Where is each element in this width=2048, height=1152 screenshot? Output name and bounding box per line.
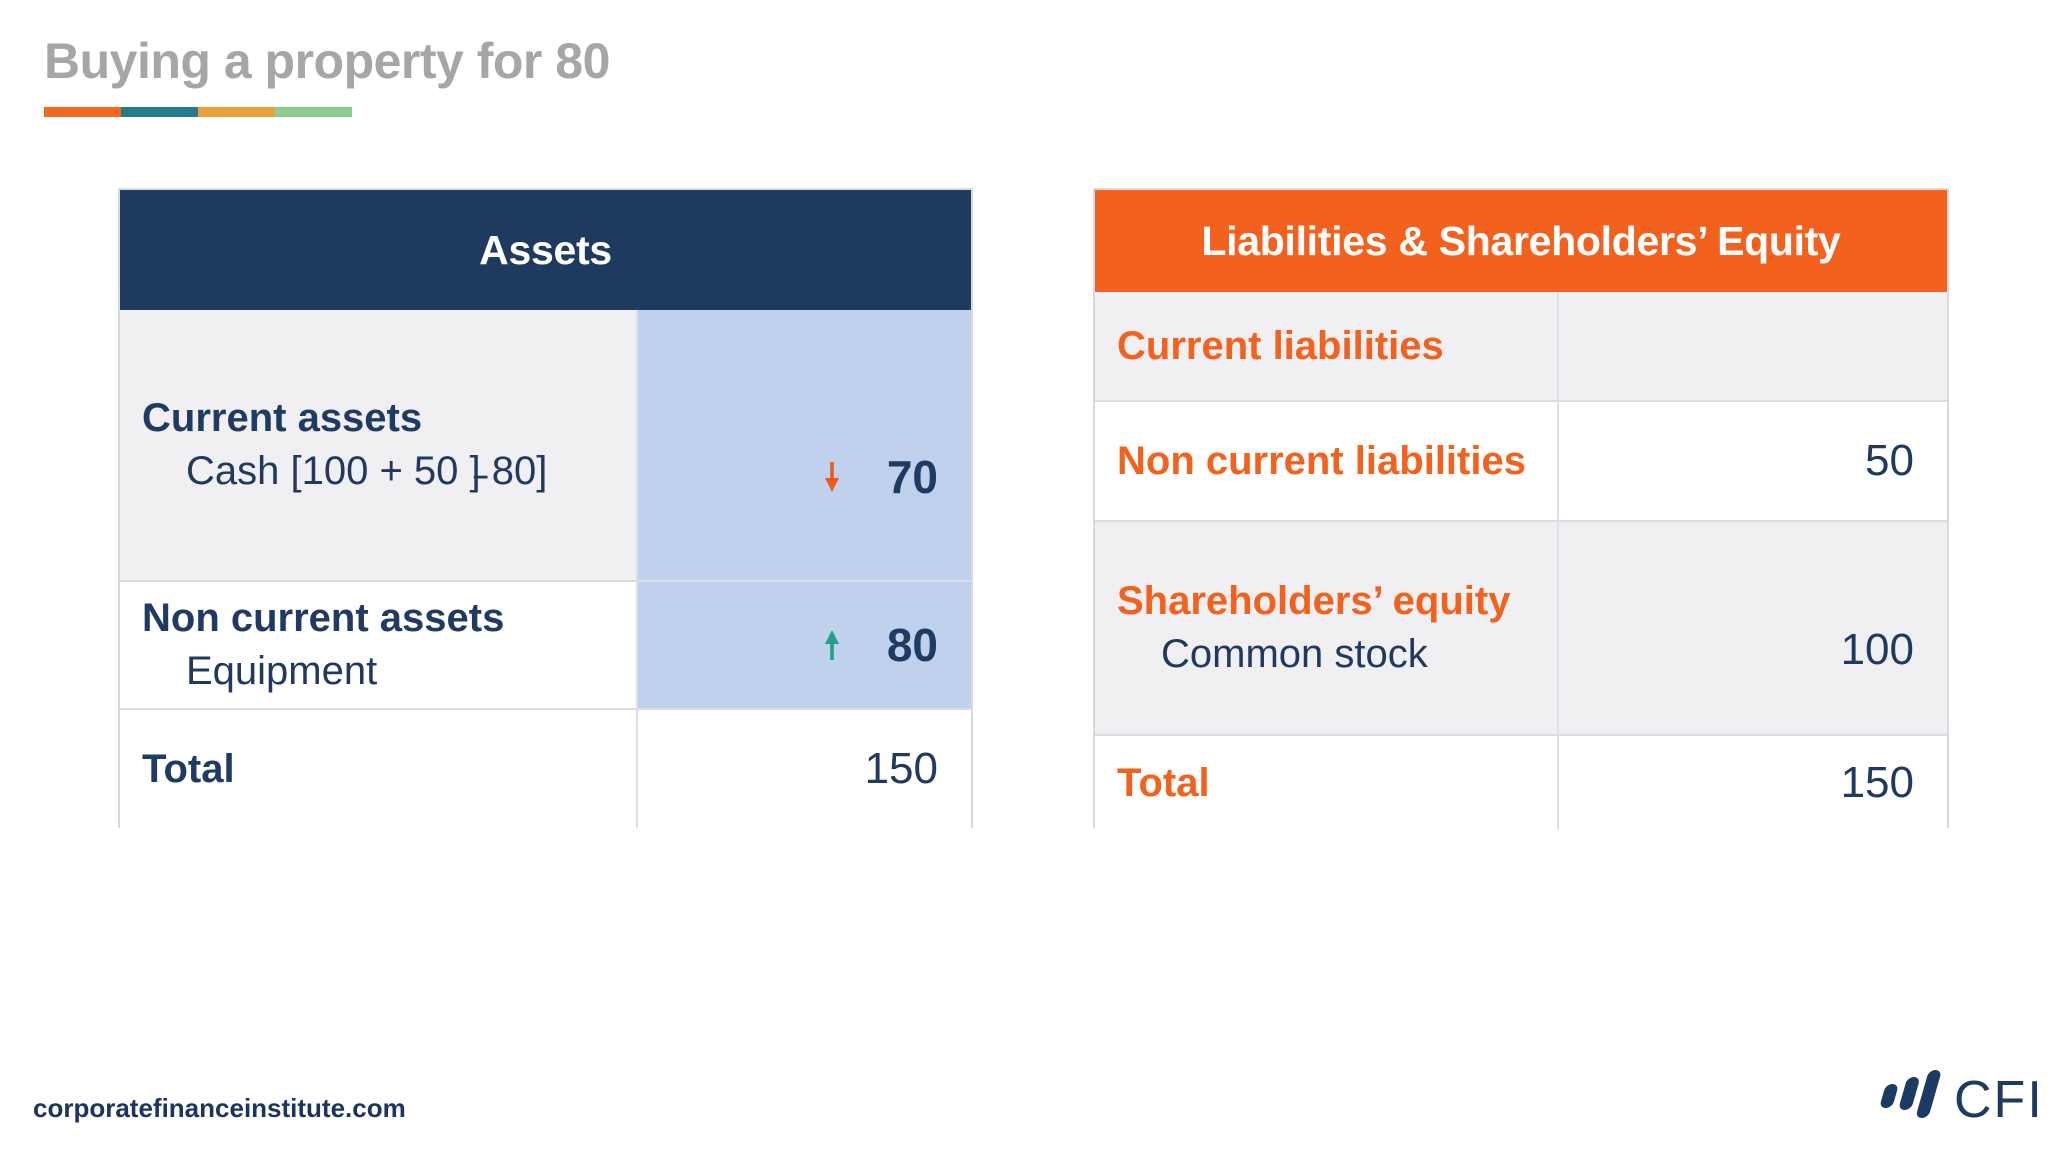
- shareholders-equity-value-cell: 100: [1557, 522, 1947, 734]
- increase-arrow-icon: [824, 630, 839, 660]
- decrease-arrow-icon: [824, 462, 839, 492]
- assets-total-value-cell: 150: [635, 710, 971, 828]
- liabilities-total-label-cell: Total: [1095, 736, 1557, 830]
- liabilities-total-label: Total: [1117, 760, 1210, 805]
- cfi-bars-logo-icon: [1876, 1070, 1942, 1127]
- table-row: Current liabilities: [1095, 292, 1947, 400]
- underline-segment-teal: [121, 107, 198, 117]
- liabilities-table-header: Liabilities & Shareholders’ Equity: [1095, 190, 1947, 292]
- current-assets-value: 70: [886, 451, 938, 503]
- current-assets-label-cell: Current assets Cash [100 + 50 ]̵ 80]: [120, 310, 636, 580]
- table-row: Current assets Cash [100 + 50 ]̵ 80] 70: [120, 310, 971, 580]
- shareholders-equity-label-cell: Shareholders’ equity Common stock: [1095, 522, 1557, 734]
- assets-table: Assets Current assets Cash [100 + 50 ]̵ …: [118, 188, 973, 828]
- equipment-line-label: Equipment: [186, 649, 378, 693]
- assets-total-label: Total: [142, 746, 235, 791]
- current-assets-value-group: 70: [824, 450, 938, 504]
- non-current-liabilities-label: Non current liabilities: [1117, 438, 1526, 483]
- liabilities-header-label: Liabilities & Shareholders’ Equity: [1201, 217, 1841, 264]
- assets-header-label: Assets: [479, 226, 612, 273]
- liabilities-equity-table: Liabilities & Shareholders’ Equity Curre…: [1093, 188, 1949, 830]
- table-row: Non current liabilities 50: [1095, 400, 1947, 520]
- current-liabilities-label: Current liabilities: [1117, 323, 1444, 368]
- shareholders-equity-value: 100: [1840, 625, 1914, 674]
- common-stock-line-label: Common stock: [1161, 632, 1428, 676]
- non-current-assets-value: 80: [886, 619, 938, 671]
- table-row: Total 150: [120, 708, 971, 828]
- cfi-logo: CFI: [1876, 1070, 2044, 1127]
- non-current-liabilities-value: 50: [1865, 436, 1914, 485]
- current-liabilities-label-cell: Current liabilities: [1095, 292, 1557, 400]
- non-current-assets-value-cell: 80: [635, 582, 971, 708]
- current-assets-label: Current assets: [142, 396, 423, 441]
- non-current-liabilities-value-cell: 50: [1557, 402, 1947, 520]
- cash-line-label: Cash [100 + 50 ]̵ 80]: [186, 449, 548, 493]
- assets-total-value: 150: [864, 744, 938, 793]
- current-liabilities-value-cell: [1557, 292, 1947, 400]
- cfi-logo-text: CFI: [1954, 1071, 2044, 1129]
- footer-website-url: corporatefinanceinstitute.com: [33, 1093, 406, 1123]
- title-underline-bar: [44, 107, 352, 117]
- non-current-assets-label-cell: Non current assets Equipment: [120, 582, 636, 708]
- table-row: Non current assets Equipment 80: [120, 580, 971, 708]
- underline-segment-green: [275, 107, 352, 117]
- current-assets-value-cell: 70: [635, 310, 971, 580]
- assets-total-label-cell: Total: [120, 710, 636, 828]
- non-current-assets-value-group: 80: [824, 618, 938, 672]
- underline-segment-orange: [44, 107, 121, 117]
- underline-segment-amber: [198, 107, 275, 117]
- page-title: Buying a property for 80: [44, 33, 610, 89]
- liabilities-total-value: 150: [1840, 758, 1914, 807]
- table-row: Shareholders’ equity Common stock 100: [1095, 520, 1947, 734]
- table-row: Total 150: [1095, 734, 1947, 830]
- non-current-assets-label: Non current assets: [142, 596, 505, 641]
- assets-table-header: Assets: [120, 190, 971, 310]
- non-current-liabilities-label-cell: Non current liabilities: [1095, 402, 1557, 520]
- shareholders-equity-label: Shareholders’ equity: [1117, 579, 1511, 624]
- liabilities-total-value-cell: 150: [1557, 736, 1947, 830]
